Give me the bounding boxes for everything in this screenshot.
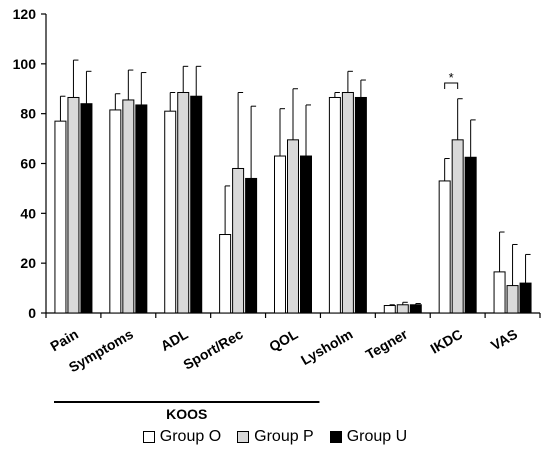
bar-group-p-lysholm [341,91,354,314]
bar-group-o-symptoms [109,109,122,314]
legend-label-group-u: Group U [346,428,408,445]
bar-group-o-ikdc [438,180,451,314]
bar-group-o-tegner [383,305,396,314]
x-tick-label-pain: Pain [47,326,81,355]
y-tick-label: 60 [20,156,36,172]
bar-group-u-lysholm [354,96,367,314]
bar-group-p-sport-rec [232,167,245,314]
legend-swatch-group-p [237,431,250,443]
bar-group-p-symptoms [122,99,135,314]
bar-group-u-pain [80,103,93,314]
bars [54,91,532,314]
bar-group-o-sport-rec [219,234,232,314]
bar-group-p-tegner [396,304,409,314]
y-tick-label: 40 [20,205,36,221]
legend-swatch-group-u [329,431,342,443]
x-tick-label-sport-rec: Sport/Rec [180,326,245,373]
significance-marker: * [449,70,454,85]
bar-group-u-symptoms [135,104,148,314]
y-tick-label: 20 [20,255,36,271]
legend-swatch-group-o [142,431,155,443]
bar-group-u-vas [519,282,532,314]
x-tick-label-lysholm: Lysholm [298,326,355,368]
legend-item-group-u: Group U [329,428,408,446]
x-tick-label-tegner: Tegner [363,325,411,362]
significance-bracket [444,82,459,89]
y-tick-label: 120 [13,6,37,22]
koos-group-label: KOOS [166,406,207,422]
bar-group-u-qol [300,155,312,314]
bar-group-u-adl [190,95,203,314]
x-tick-label-adl: ADL [158,326,191,354]
bar-group-u-tegner [409,304,422,314]
y-tick-label: 80 [20,106,36,122]
annotations: KOOS * [54,70,459,422]
bar-group-p-ikdc [451,139,464,314]
bar-group-p-pain [67,96,80,314]
bar-group-u-ikdc [464,156,477,314]
x-tick-label-vas: VAS [488,326,520,354]
bar-group-o-qol [274,155,286,314]
legend-label-group-p: Group P [254,428,314,445]
bar-group-o-pain [54,120,67,314]
bar-group-u-sport-rec [245,177,258,314]
legend-label-group-o: Group O [159,428,222,445]
bar-group-o-adl [164,110,177,314]
y-tick-label: 100 [13,56,37,72]
bar-group-o-lysholm [328,96,341,314]
error-bars [59,59,531,306]
bar-group-o-vas [493,271,506,314]
bar-group-p-qol [287,139,299,314]
legend-item-group-o: Group O [142,428,222,446]
x-tick-label-ikdc: IKDC [428,326,466,357]
bar-group-p-vas [506,285,519,314]
y-tick-label: 0 [28,305,36,321]
legend-item-group-p: Group P [237,428,314,446]
x-tick-label-qol: QOL [266,326,301,355]
bar-group-p-adl [177,91,190,314]
y-axis: 0 20 40 60 80 100 120 [13,6,47,321]
legend: Group O Group P Group U [0,428,550,446]
